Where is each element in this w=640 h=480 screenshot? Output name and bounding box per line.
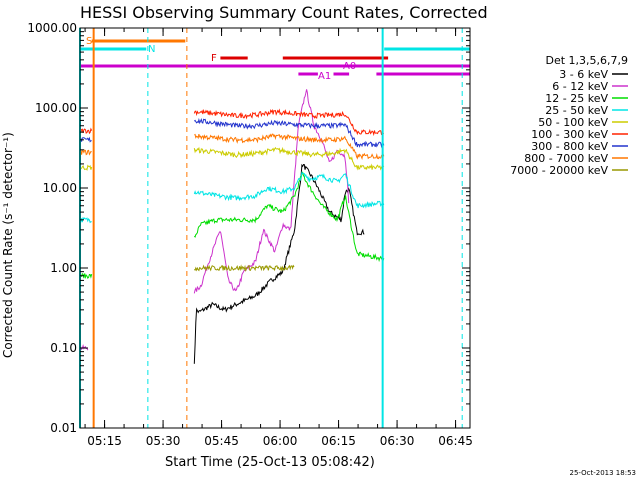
series-line-100-300-kev	[193, 108, 384, 137]
series-line-25-50-kev	[193, 171, 385, 209]
series-line-12-25-kev	[193, 171, 385, 263]
legend-label: 800 - 7000 keV	[524, 152, 608, 165]
chart-title: HESSI Observing Summary Count Rates, Cor…	[80, 3, 488, 22]
series-line-50-100-kev	[79, 164, 93, 171]
y-tick-label: 0.01	[50, 421, 77, 435]
series-line-800-7000-kev	[194, 133, 385, 160]
series-layer	[79, 89, 385, 364]
series-line-12-25-kev	[79, 273, 93, 280]
legend-label: 7000 - 20000 keV	[510, 164, 608, 177]
x-tick-label: 05:30	[146, 434, 181, 448]
x-axis-label: Start Time (25-Oct-13 05:08:42)	[165, 455, 375, 470]
x-tick-label: 05:15	[87, 434, 122, 448]
series-line-6-12-kev	[193, 89, 350, 294]
flag-label-a1: A1	[318, 71, 331, 82]
series-line-50-100-kev	[193, 146, 385, 171]
flag-label-n: N	[148, 44, 155, 55]
series-line-100-300-kev	[79, 127, 93, 135]
y-tick-label: 1000.00	[27, 21, 77, 35]
series-line-300-800-kev	[193, 117, 385, 149]
flag-label-s: S	[86, 36, 92, 47]
legend-title: Det 1,3,5,6,7,9	[545, 54, 628, 67]
legend-label: 25 - 50 keV	[545, 104, 608, 117]
series-line-3-6-kev	[193, 163, 365, 364]
y-axis-label: Corrected Count Rate (s⁻¹ detector⁻¹)	[1, 132, 15, 358]
axes-layer: 0.01 0.10 1.00 10.00 100.00 1000.00 05:15 05:30…	[27, 21, 472, 448]
x-tick-label: 06:45	[438, 434, 473, 448]
y-tick-label: 10.00	[43, 181, 77, 195]
y-tick-label: 1.00	[50, 261, 77, 275]
timestamp: 25-Oct-2013 18:53	[570, 469, 636, 477]
flag-bars-layer: S N F A0 A1	[80, 36, 470, 82]
flag-label-a0: A0	[343, 61, 356, 72]
legend-label: 6 - 12 keV	[552, 80, 608, 93]
y-tick-label: 100.00	[35, 101, 77, 115]
x-tick-label: 06:15	[321, 434, 356, 448]
legend-label: 3 - 6 keV	[559, 68, 608, 81]
plot-frame	[79, 27, 471, 429]
x-tick-label: 05:45	[204, 434, 239, 448]
x-tick-label: 06:00	[263, 434, 298, 448]
x-tick-label: 06:30	[380, 434, 415, 448]
vertical-markers-layer	[79, 28, 463, 428]
flag-label-f: F	[211, 53, 217, 64]
legend-label: 12 - 25 keV	[545, 92, 608, 105]
y-tick-label: 0.10	[50, 341, 77, 355]
legend-label: 100 - 300 keV	[531, 128, 608, 141]
series-line-7000-20000-kev	[193, 264, 295, 273]
legend-label: 50 - 100 keV	[538, 116, 608, 129]
series-line-800-7000-kev	[79, 149, 92, 156]
legend-label: 300 - 800 keV	[531, 140, 608, 153]
